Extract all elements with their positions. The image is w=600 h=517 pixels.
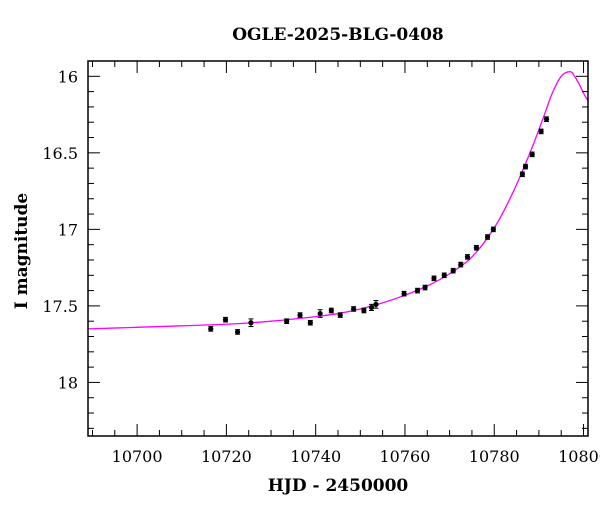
data-point (464, 254, 471, 260)
data-point (543, 116, 550, 122)
model-curve (88, 71, 588, 330)
data-point (484, 234, 491, 240)
plot-frame (87, 60, 589, 437)
x-tick-label: 10800 (558, 447, 600, 466)
data-point (538, 128, 544, 135)
y-axis-label: I magnitude (12, 193, 32, 310)
data-point (307, 320, 313, 326)
data-point (208, 326, 214, 332)
data-point (450, 268, 456, 274)
x-tick-label: 10700 (112, 447, 163, 466)
x-axis-label: HJD - 2450000 (268, 476, 409, 496)
y-tick-label: 17.5 (42, 297, 78, 316)
chart-title: OGLE-2025-BLG-0408 (232, 25, 444, 45)
data-point (222, 317, 229, 323)
data-point (351, 306, 357, 312)
data-point (458, 261, 464, 268)
data-point (529, 151, 535, 157)
data-point (473, 245, 479, 251)
data-point (522, 164, 529, 170)
data-point (284, 318, 290, 324)
data-point (297, 312, 303, 318)
data-point (361, 307, 367, 314)
x-tick-label: 10740 (290, 447, 341, 466)
data-point (234, 329, 241, 335)
data-point (317, 310, 323, 317)
data-point (248, 320, 254, 326)
data-point (328, 307, 334, 314)
data-point (422, 284, 428, 291)
y-tick-label: 18 (58, 373, 78, 392)
y-tick-label: 16.5 (42, 144, 78, 163)
data-point (337, 312, 343, 318)
data-point (373, 301, 379, 307)
y-tick-label: 17 (58, 220, 78, 239)
x-tick-label: 10720 (201, 447, 252, 466)
x-tick-label: 10760 (380, 447, 431, 466)
y-tick-label: 16 (58, 67, 78, 86)
data-point (431, 275, 437, 281)
data-point (368, 304, 375, 311)
data-point (490, 226, 496, 232)
data-point (401, 291, 407, 297)
data-point (519, 171, 525, 177)
data-point (414, 287, 421, 294)
x-tick-label: 10780 (469, 447, 520, 466)
data-point (441, 272, 447, 278)
